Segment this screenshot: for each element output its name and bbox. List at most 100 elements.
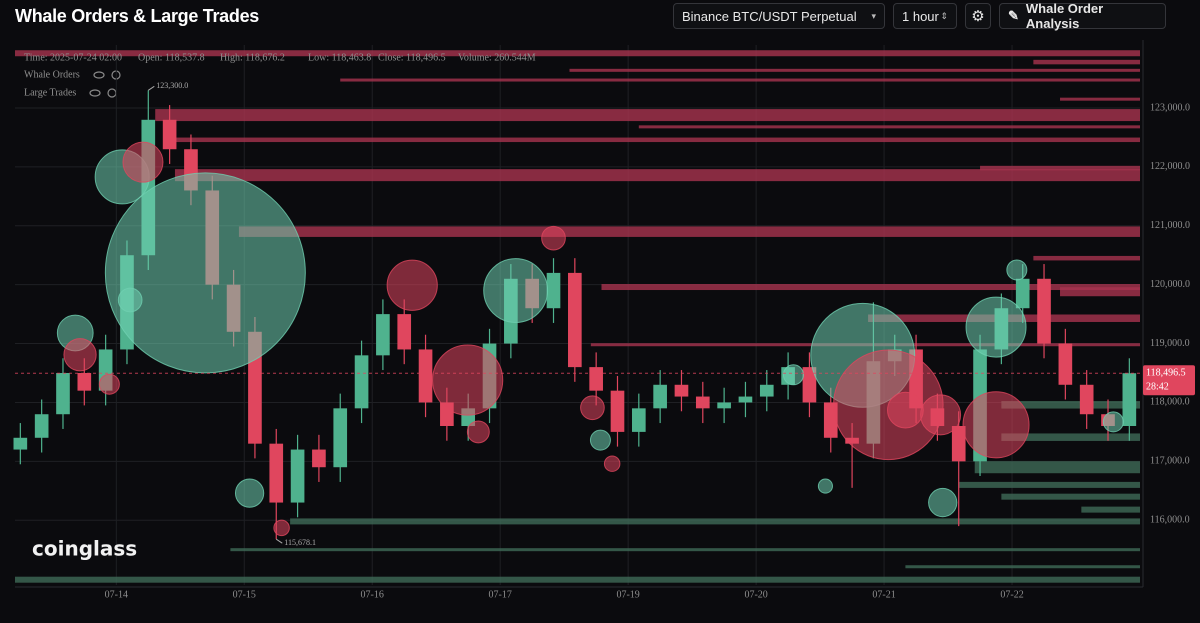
x-tick-label: 07-19	[616, 589, 639, 600]
candle-body	[802, 367, 817, 403]
candle-body	[1122, 373, 1137, 427]
y-tick-label: 123,000.0	[1150, 102, 1190, 113]
ohlc-info: Close: 118,496.5	[378, 52, 446, 63]
candle-body	[77, 373, 92, 391]
candle-body	[717, 402, 731, 409]
large-trade-bar	[569, 68, 1140, 72]
eye-icon[interactable]	[89, 89, 101, 97]
whale-order-bubble	[817, 478, 833, 494]
candle-body	[354, 355, 369, 409]
whale-order-bubble	[928, 487, 958, 518]
candle-body	[56, 373, 70, 415]
large-trade-bar	[601, 284, 1140, 291]
price-label: 118,496.5	[1146, 368, 1186, 379]
candle-body	[13, 437, 28, 450]
candle-body	[589, 367, 603, 391]
y-tick-label: 118,000.0	[1150, 397, 1190, 408]
whale-order-bubble	[1102, 411, 1124, 433]
exchange-select-text: Binance BTC/USDT Perpetual	[682, 8, 857, 24]
whale-order-bubble	[386, 259, 438, 311]
eye-icon[interactable]	[93, 71, 105, 79]
candle-body	[34, 414, 49, 438]
whale-order-bubble	[483, 258, 549, 323]
ohlc-info: Open: 118,537.8	[138, 52, 205, 63]
candle-body	[1037, 278, 1051, 344]
chevron: ▾	[871, 10, 876, 21]
whale-order-bubble	[104, 172, 306, 374]
large-trade-bar	[1001, 433, 1140, 441]
candle-body	[695, 396, 710, 409]
large-trade-bar	[638, 125, 1140, 129]
candle-body	[162, 119, 177, 150]
ohlc-info: High: 118,676.2	[220, 52, 285, 63]
large-trade-bar	[155, 109, 1141, 122]
candle-body	[951, 426, 966, 462]
candle-body	[759, 384, 774, 397]
extreme-marker	[275, 538, 283, 544]
large-trade-bar	[1001, 401, 1140, 409]
countdown-label: 28:42	[1146, 382, 1169, 393]
extreme-label: 123,300.0	[156, 81, 188, 90]
candle-body	[333, 408, 348, 468]
large-trade-bar	[290, 518, 1140, 525]
large-trade-bar	[230, 548, 1141, 552]
whale-order-bubble	[63, 338, 97, 372]
x-tick-label: 07-21	[872, 589, 895, 600]
candle-body	[1058, 343, 1073, 385]
x-tick-label: 07-14	[105, 589, 128, 600]
legend-icons	[89, 70, 121, 98]
whale-order-bubble	[541, 225, 566, 251]
settings-icon[interactable]	[107, 88, 117, 98]
analysis-button-text: Whale Order Analysis	[1025, 1, 1104, 31]
large-trade-bar	[174, 137, 1140, 143]
price-tag	[1143, 365, 1195, 396]
extreme-marker	[148, 85, 155, 91]
whale-order-bubble	[122, 141, 164, 183]
whale-order-bubble	[782, 364, 804, 386]
large-trade-bar	[174, 169, 1140, 182]
whale-order-bubble	[920, 394, 962, 436]
legend-entry: Whale Orders	[24, 69, 80, 80]
candle-body	[418, 349, 433, 403]
large-trade-bar	[1001, 493, 1140, 500]
candle-body	[269, 443, 284, 503]
large-trade-bar	[980, 165, 1140, 171]
candle-body	[397, 314, 412, 350]
whale-order-bubble	[1006, 259, 1028, 281]
interval-select[interactable]: 1 hour ⇕	[893, 3, 957, 29]
large-trade-bar	[15, 576, 1140, 583]
candle-body	[1079, 384, 1094, 415]
analysis-button[interactable]: ✎ Whale Order Analysis	[999, 1, 1166, 31]
whale-order-bubble	[432, 344, 504, 416]
x-tick-label: 07-15	[233, 589, 256, 600]
large-trade-bar	[958, 481, 1140, 488]
whale-order-bubble	[98, 373, 120, 395]
x-tick-label: 07-17	[489, 589, 512, 600]
whale-order-bubble	[234, 478, 265, 508]
ohlc-info: Volume: 260.544M	[458, 52, 536, 63]
large-trade-bar	[905, 565, 1140, 569]
candle-body	[631, 408, 646, 432]
y-tick-label: 117,000.0	[1150, 456, 1190, 467]
candle-body	[376, 314, 390, 356]
x-tick-label: 07-20	[744, 589, 767, 600]
large-trade-bar	[1060, 97, 1140, 101]
candle-body	[738, 396, 753, 403]
interval-select-text: 1 hour	[902, 8, 939, 24]
large-trade-bar	[1033, 255, 1140, 261]
whale-order-bubble	[117, 287, 143, 313]
watermark: coinglass	[32, 537, 137, 561]
candle-body	[610, 390, 625, 432]
exchange-select[interactable]: Binance BTC/USDT Perpetual ▾	[673, 3, 885, 29]
settings-button[interactable]: ⚙	[965, 3, 991, 29]
y-tick-label: 121,000.0	[1150, 220, 1190, 231]
legend-entry: Large Trades	[24, 87, 76, 98]
large-trade-bar	[238, 226, 1140, 237]
whale-order-bubble	[580, 395, 605, 421]
candle-body	[653, 384, 667, 409]
whale-order-bubble	[603, 455, 621, 472]
large-trade-bar	[340, 78, 1141, 82]
candle-body	[546, 272, 561, 309]
